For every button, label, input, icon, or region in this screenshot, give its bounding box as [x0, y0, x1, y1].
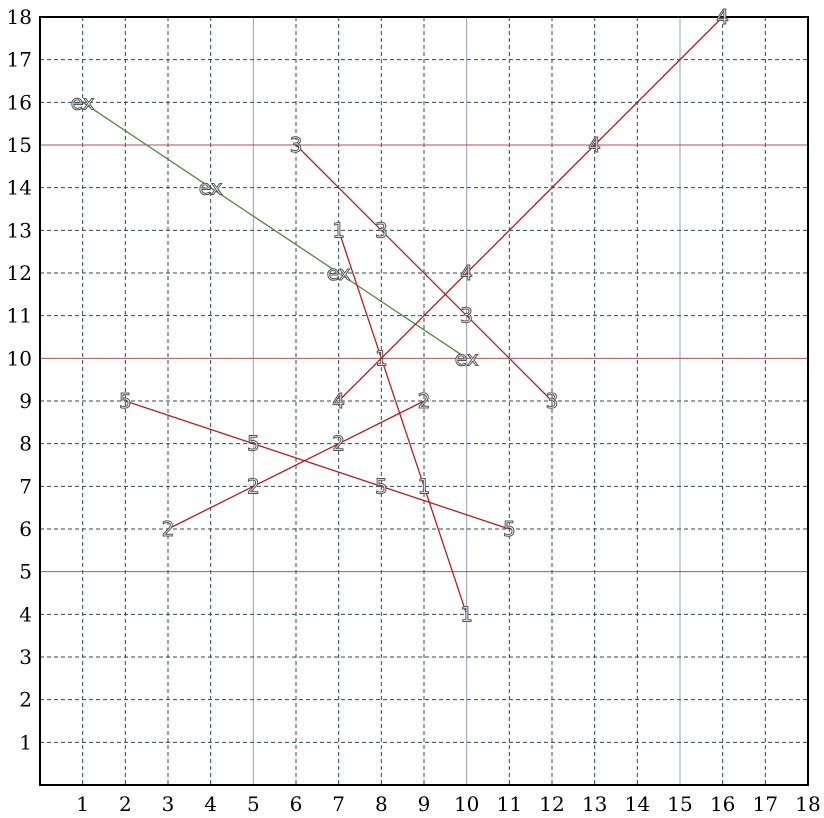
x-tick-label: 16 [710, 792, 735, 816]
x-tick-label: 12 [539, 792, 564, 816]
y-tick-label: 12 [7, 261, 32, 285]
x-tick-label: 4 [204, 792, 217, 816]
point-label: 3 [546, 389, 559, 413]
point-label: 2 [247, 474, 260, 498]
point-label: 2 [332, 432, 345, 456]
x-tick-label: 10 [454, 792, 479, 816]
point-label: 3 [290, 133, 303, 157]
point-label: 5 [375, 474, 388, 498]
series-4: 4 4 4 4 [332, 5, 730, 414]
y-tick-label: 1 [19, 730, 32, 754]
x-tick-label: 18 [795, 792, 820, 816]
y-tick-label: 13 [7, 218, 32, 242]
x-tick-label: 13 [582, 792, 607, 816]
x-tick-label: 3 [162, 792, 175, 816]
series-5: 5 5 5 5 [118, 389, 516, 542]
point-label: 4 [716, 5, 729, 29]
point-label: 5 [503, 517, 516, 541]
y-tick-label: 2 [19, 688, 32, 712]
point-label: ex [199, 176, 223, 200]
point-label: 2 [418, 389, 431, 413]
y-tick-label: 3 [19, 645, 32, 669]
y-tick-label: 5 [19, 560, 32, 584]
x-tick-label: 11 [497, 792, 522, 816]
y-tick-label: 16 [7, 90, 32, 114]
axis-ticks: 1 2 3 4 5 6 7 8 9 10 11 12 13 14 15 16 17 181234567891011… [7, 5, 821, 816]
y-tick-label: 4 [19, 602, 32, 626]
point-label: 1 [418, 474, 431, 498]
point-label: 1 [332, 218, 345, 242]
point-label: 3 [460, 304, 473, 328]
series-line [125, 400, 510, 530]
y-tick-label: 11 [7, 304, 32, 328]
point-label: 4 [332, 389, 345, 413]
x-tick-label: 9 [418, 792, 431, 816]
x-tick-label: 6 [290, 792, 303, 816]
y-tick-label: 17 [7, 48, 32, 72]
series-3: 3 3 3 3 [289, 133, 559, 414]
series-line [338, 230, 468, 615]
point-label: ex [455, 346, 479, 370]
x-tick-label: 5 [247, 792, 260, 816]
x-tick-label: 15 [667, 792, 692, 816]
y-tick-label: 7 [19, 474, 32, 498]
y-tick-label: 14 [7, 176, 32, 200]
y-tick-label: 18 [7, 5, 32, 29]
series-line [295, 144, 553, 402]
point-label: ex [327, 261, 351, 285]
point-label: 4 [588, 133, 601, 157]
y-tick-label: 9 [19, 389, 32, 413]
x-tick-label: 1 [76, 792, 89, 816]
plot-frame [39, 16, 809, 786]
point-label: 3 [375, 218, 388, 242]
x-tick-label: 7 [332, 792, 345, 816]
series-2: 2 2 2 2 [161, 389, 431, 542]
series-line [167, 400, 425, 530]
x-tick-label: 2 [119, 792, 132, 816]
x-tick-label: 14 [625, 792, 650, 816]
series-ex: ex ex ex ex [70, 90, 479, 371]
series-line [338, 16, 724, 402]
x-tick-label: 8 [375, 792, 388, 816]
point-label: 1 [460, 602, 473, 626]
x-tick-label: 17 [753, 792, 778, 816]
point-label: 5 [247, 432, 260, 456]
point-label: ex [71, 90, 95, 114]
y-tick-label: 10 [7, 346, 32, 370]
point-label: 2 [162, 517, 175, 541]
y-tick-label: 8 [19, 432, 32, 456]
y-tick-label: 6 [19, 517, 32, 541]
series-line [82, 101, 468, 359]
point-label: 4 [460, 261, 473, 285]
y-tick-label: 15 [7, 133, 32, 157]
point-label: 5 [119, 389, 132, 413]
